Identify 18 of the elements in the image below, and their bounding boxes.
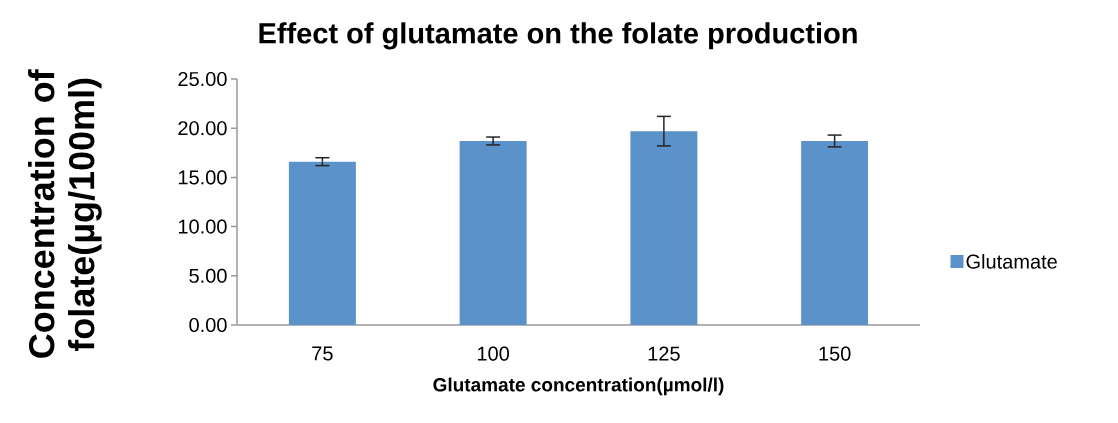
x-tick-label: 125 [648,346,680,361]
y-tick-label: 25.00 [178,71,227,87]
bar [801,140,869,325]
y-tick-label: 15.00 [178,170,227,185]
legend-label: Glutamate [966,254,1057,269]
y-tick-label: 0.00 [189,317,227,333]
bar [459,140,527,325]
x-tick-label: 100 [477,346,510,361]
chart-title: Effect of glutamate on the folate production [259,22,857,50]
x-axis-title: Glutamate concentration(µmol/l) [433,377,724,396]
y-tick-label: 20.00 [178,121,227,136]
bar [288,161,356,325]
y-tick-label: 10.00 [178,219,227,234]
y-tick-label: 5.00 [189,268,227,283]
bar [630,131,698,325]
x-tick-label: 150 [819,346,851,361]
y-axis-title: Concentration of folate(µg/100ml) [28,69,102,358]
x-tick-label: 75 [312,346,333,361]
